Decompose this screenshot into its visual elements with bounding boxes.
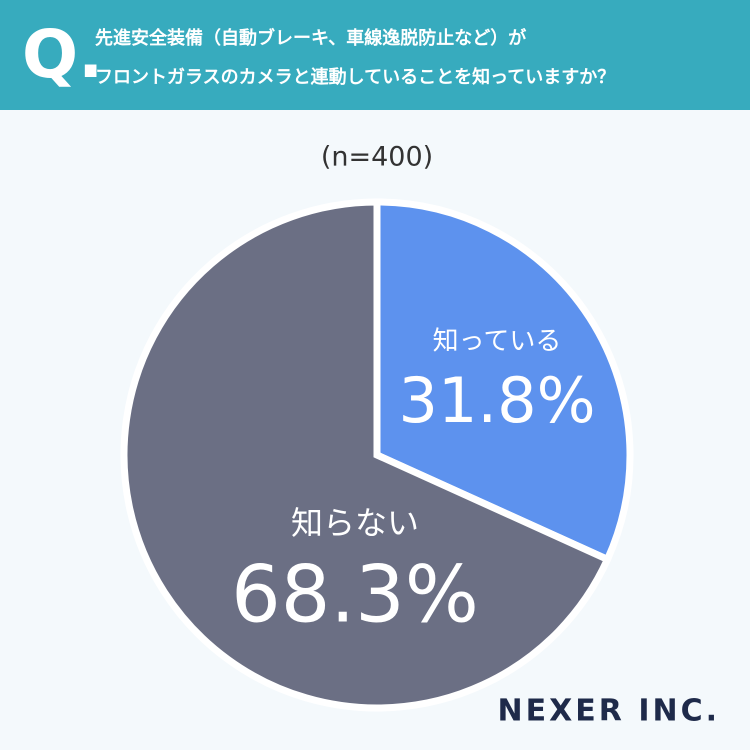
pie-slice xyxy=(120,198,613,712)
chart-title: 先進安全装備（自動ブレーキ、車線逸脱防止など）が xyxy=(95,28,527,49)
question-marker: Q. xyxy=(22,16,104,93)
chart-title: フロントガラスのカメラと連動していることを知っていますか？ xyxy=(95,67,616,88)
slice-value-label: 31.8% xyxy=(399,364,596,437)
brand: NEXER INC. xyxy=(498,694,720,729)
slice-category-label: 知らない xyxy=(291,504,419,542)
slice-category-label: 知っている xyxy=(433,327,562,357)
header: Q. 先進安全装備（自動ブレーキ、車線逸脱防止など）が フロントガラスのカメラと… xyxy=(0,0,750,110)
slice-value-label: 68.3% xyxy=(231,550,479,640)
chart-subtitle: (n=400) xyxy=(321,142,433,173)
pie-slice xyxy=(373,198,634,565)
